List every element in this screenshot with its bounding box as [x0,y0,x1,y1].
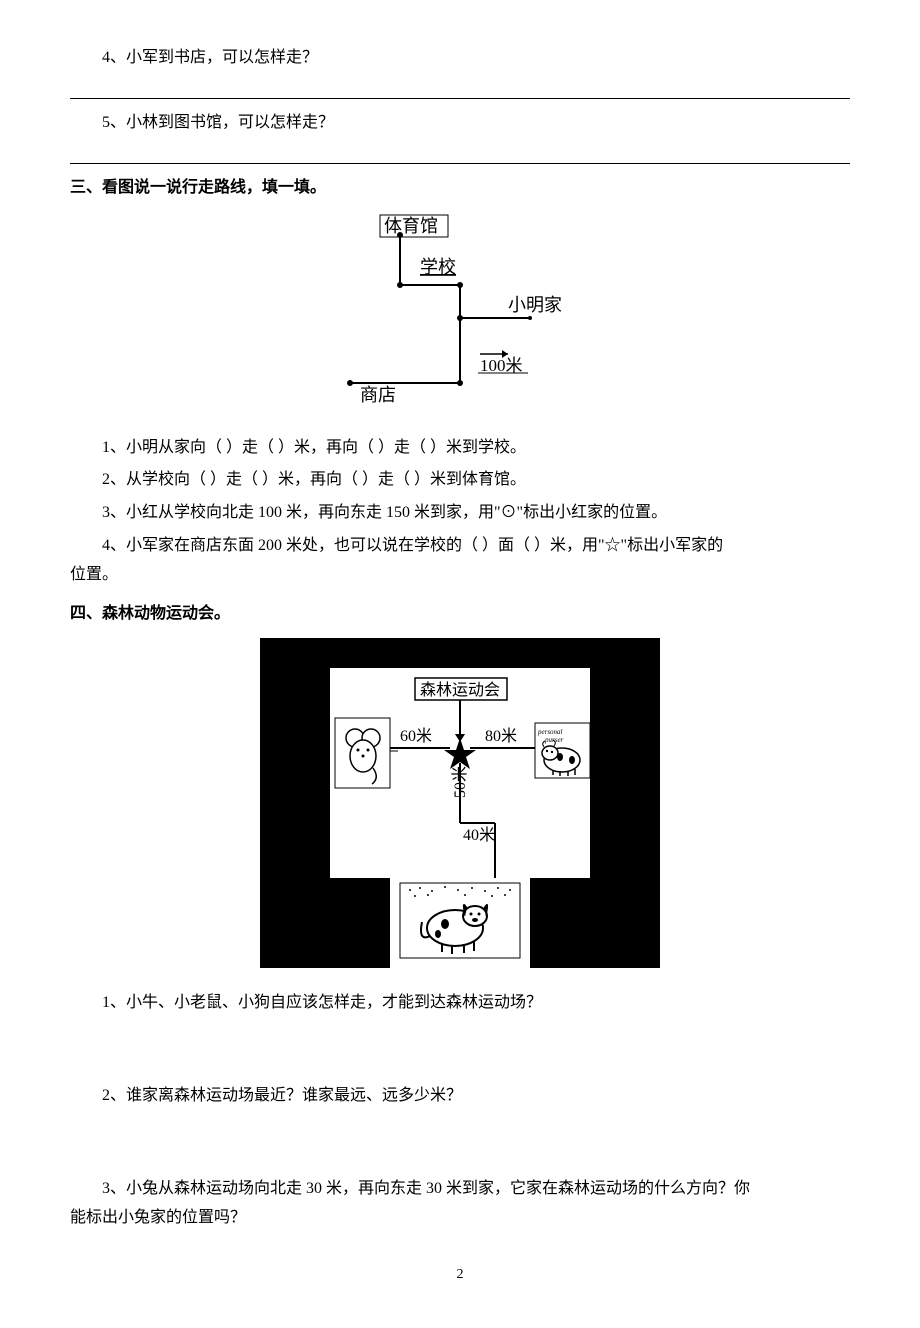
label-dog-dist: 40米 [463,826,495,844]
answer-line-5[interactable] [70,144,850,164]
mouse-icon [335,718,390,788]
section-4-diagram: 森林运动会 60米 80米 50米 40米 [70,638,850,979]
label-right-dist: 80米 [485,727,517,745]
label-left-dist: 60米 [400,727,432,745]
label-scale: 100米 [480,356,523,375]
answer-line-4[interactable] [70,79,850,99]
s3-q1: 1、小明从家向（ ）走（ ）米，再向（ ）走（ ）米到学校。 [70,434,850,463]
s4-q3-tail: 能标出小兔家的位置吗？ [70,1204,850,1233]
section-4-title: 四、森林动物运动会。 [70,600,850,629]
svg-text:personal: personal [537,728,563,736]
s3-q4: 4、小军家在商店东面 200 米处，也可以说在学校的（ ）面（ ）米，用"☆"标… [70,532,850,561]
cow-icon: personal purser [535,723,590,778]
blank-space-1[interactable] [70,1018,850,1078]
label-gym: 体育馆 [384,216,438,236]
s3-q2: 2、从学校向（ ）走（ ）米，再向（ ）走（ ）米到体育馆。 [70,466,850,495]
label-school: 学校 [420,257,456,277]
page-number: 2 [70,1262,850,1287]
q-5: 5、小林到图书馆，可以怎样走？ [70,109,850,138]
label-forest-title: 森林运动会 [420,681,500,699]
s4-q2: 2、谁家离森林运动场最近？谁家最远、远多少米？ [70,1082,850,1111]
label-shop: 商店 [360,385,396,405]
label-down-dist: 50米 [451,766,469,798]
s4-q3: 3、小兔从森林运动场向北走 30 米，再向东走 30 米到家，它家在森林运动场的… [70,1175,850,1204]
s4-q1: 1、小牛、小老鼠、小狗自应该怎样走，才能到达森林运动场？ [70,989,850,1018]
s3-q3: 3、小红从学校向北走 100 米，再向东走 150 米到家，用"⊙"标出小红家的… [70,499,850,528]
s3-q4-tail: 位置。 [70,561,850,590]
blank-space-2[interactable] [70,1111,850,1171]
label-xiaoming-home: 小明家 [508,295,562,315]
section-3-title: 三、看图说一说行走路线，填一填。 [70,174,850,203]
dog-icon [400,883,520,958]
q-4: 4、小军到书店，可以怎样走？ [70,44,850,73]
section-3-diagram: 体育馆 学校 小明家 100米 商店 [70,213,850,424]
